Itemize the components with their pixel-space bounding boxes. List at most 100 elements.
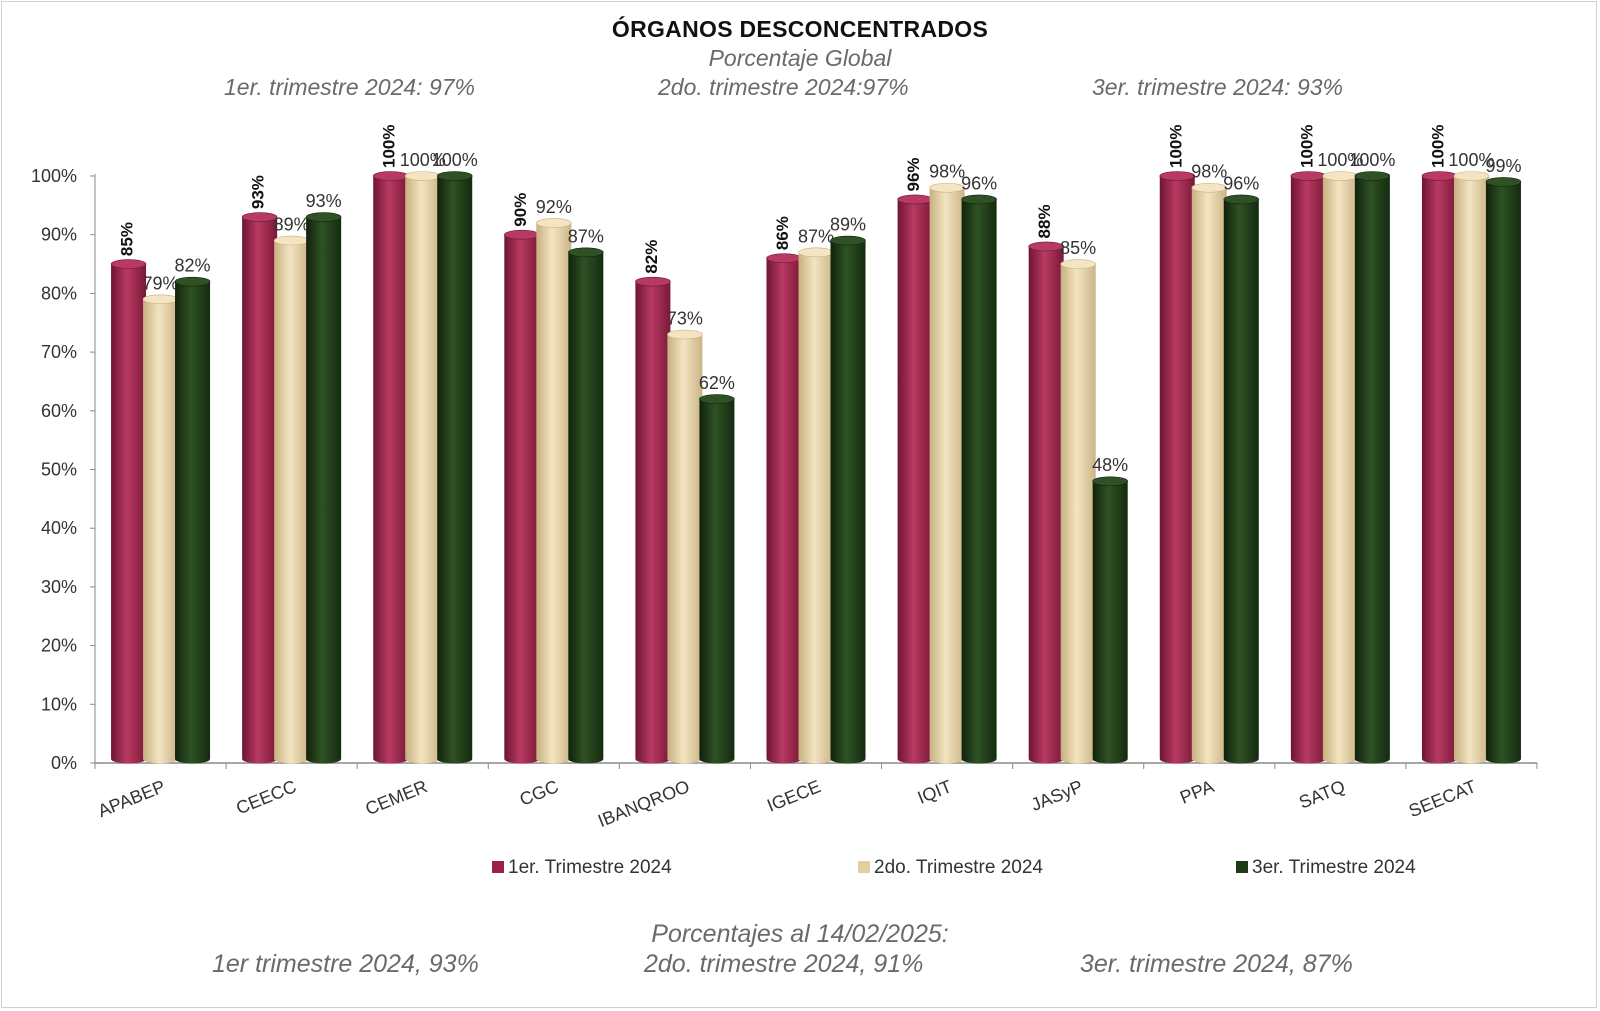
bar-q2-ppa — [1191, 187, 1227, 764]
y-tick-label: 30% — [41, 577, 77, 597]
data-label-q3: 82% — [175, 256, 211, 276]
bar-top-q1 — [1159, 171, 1196, 181]
data-label-q2: 92% — [536, 197, 572, 217]
legend-item-q2: 2do. Trimestre 2024 — [858, 857, 1043, 879]
bar-top-q1 — [766, 253, 802, 263]
x-tick-label: CGC — [517, 776, 562, 810]
footer-quarter-1: 1er trimestre 2024, 93% — [212, 950, 479, 978]
quarter-2-global: 2do. trimestre 2024:97% — [658, 74, 909, 100]
bar-top-q1 — [1028, 241, 1064, 252]
x-tick-label: APABEP — [95, 776, 168, 821]
quarter-1-global: 1er. trimestre 2024: 97% — [224, 74, 475, 100]
bar-q3-ppa — [1223, 199, 1259, 764]
bar-top-q1 — [1290, 171, 1327, 181]
footer-title: Porcentajes al 14/02/2025: — [651, 920, 949, 948]
bar-top-q2 — [667, 329, 703, 340]
bar-q3-iqit — [961, 199, 997, 764]
data-label-q2: 89% — [274, 215, 310, 235]
bar-q2-satq — [1322, 176, 1358, 764]
bar-top-q3 — [699, 394, 735, 404]
bar-top-q3 — [1485, 177, 1522, 187]
bar-top-q2 — [404, 171, 441, 181]
bar-top-q3 — [961, 194, 997, 205]
bar-top-q2 — [273, 235, 310, 246]
bar-q2-iqit — [929, 187, 965, 764]
bar-top-q1 — [504, 229, 540, 240]
y-tick-label: 50% — [41, 460, 77, 480]
legend-label-q2: 2do. Trimestre 2024 — [874, 857, 1043, 878]
bar-top-q2 — [142, 294, 179, 305]
bar-top-q3 — [568, 247, 604, 258]
y-tick-label: 100% — [31, 166, 77, 186]
x-tick-label: SEECAT — [1406, 776, 1479, 821]
bar-q2-ceecc — [274, 240, 310, 764]
legend-item-q1: 1er. Trimestre 2024 — [492, 857, 672, 879]
bar-top-q3 — [174, 276, 211, 287]
bar-q3-ceecc — [306, 217, 342, 764]
data-label-q3: 100% — [432, 150, 478, 170]
bar-top-q2 — [798, 247, 834, 258]
y-tick-label: 90% — [41, 225, 77, 245]
y-tick-label: 0% — [51, 753, 77, 773]
data-label-q1: 86% — [773, 216, 792, 250]
bar-q3-ibanqroo — [699, 399, 735, 764]
bar-q3-igece — [830, 240, 866, 764]
bar-top-q1 — [897, 194, 933, 205]
x-tick-label: JASyP — [1028, 776, 1086, 815]
data-label-q3: 62% — [699, 373, 735, 393]
data-label-q2: 87% — [798, 226, 834, 246]
data-label-q3: 96% — [1223, 173, 1259, 193]
data-label-q1: 96% — [904, 157, 923, 191]
bar-q1-jasyp — [1028, 246, 1064, 764]
bar-q1-seecat — [1421, 176, 1457, 764]
bar-q2-cemer — [405, 176, 441, 764]
bar-q1-ppa — [1159, 176, 1195, 764]
y-tick-label: 20% — [41, 636, 77, 656]
bar-q3-cemer — [437, 176, 473, 764]
y-tick-label: 40% — [41, 518, 77, 538]
bar-q1-cemer — [373, 176, 409, 764]
data-label-q1: 93% — [249, 175, 268, 209]
y-tick-label: 60% — [41, 401, 77, 421]
bar-q1-igece — [766, 258, 802, 764]
bar-q1-apabep — [111, 264, 147, 764]
bar-top-q1 — [241, 212, 278, 222]
legend-label-q3: 3er. Trimestre 2024 — [1252, 857, 1416, 878]
bar-top-q2 — [1191, 182, 1228, 193]
x-tick-label: CEECC — [233, 776, 299, 818]
y-tick-label: 10% — [41, 694, 77, 714]
y-tick-label: 80% — [41, 283, 77, 303]
data-label-q2: 98% — [1191, 162, 1227, 182]
bar-top-q2 — [1453, 171, 1490, 181]
data-label-q2: 79% — [143, 273, 179, 293]
bar-q3-satq — [1354, 176, 1390, 764]
x-tick-label: IBANQROO — [595, 776, 692, 831]
data-label-q2: 73% — [667, 308, 703, 328]
bar-top-q3 — [436, 171, 473, 181]
data-label-q1: 88% — [1035, 204, 1054, 238]
data-label-q3: 89% — [830, 215, 866, 235]
data-label-q3: 96% — [961, 173, 997, 193]
bar-top-q1 — [1421, 171, 1458, 181]
bar-top-q2 — [929, 182, 965, 193]
data-label-q1: 100% — [380, 125, 399, 168]
bar-top-q2 — [1322, 171, 1359, 181]
bar-top-q2 — [1060, 259, 1096, 269]
bar-top-q1 — [110, 259, 147, 269]
bar-q3-apabep — [175, 281, 211, 764]
data-label-q3: 93% — [306, 191, 342, 211]
data-label-q1: 100% — [1428, 125, 1447, 168]
bar-top-q3 — [830, 235, 866, 246]
bar-q1-ceecc — [242, 217, 278, 764]
bar-q2-jasyp — [1060, 264, 1096, 764]
bar-q2-igece — [798, 252, 834, 764]
footer-quarter-2: 2do. trimestre 2024, 91% — [644, 950, 924, 978]
legend-swatch-q1 — [492, 861, 504, 873]
data-label-q3: 100% — [1349, 150, 1395, 170]
data-label-q2: 100% — [1317, 150, 1363, 170]
bar-top-q3 — [305, 212, 342, 222]
x-tick-label: PPA — [1177, 776, 1217, 808]
bar-top-q1 — [372, 171, 409, 181]
